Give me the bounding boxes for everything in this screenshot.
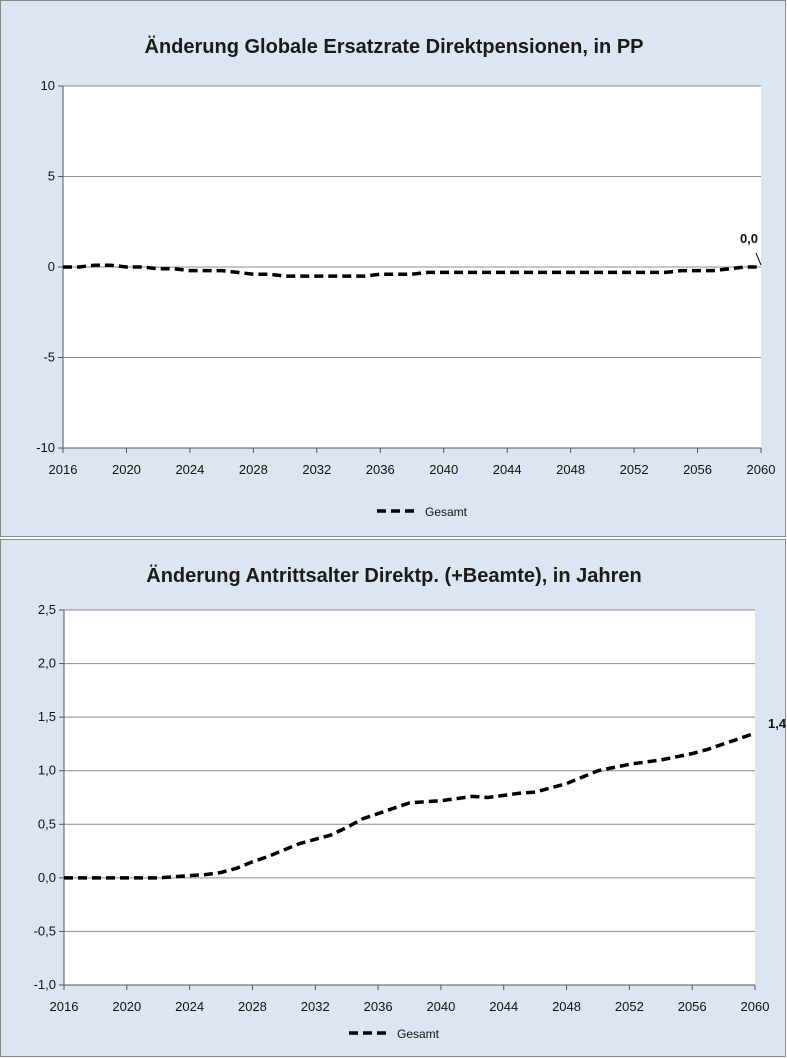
y-tick-label: 0,0: [38, 870, 56, 885]
x-tick-label: 2020: [112, 999, 141, 1014]
data-label-end: 1,4: [768, 716, 787, 731]
x-tick-label: 2044: [489, 999, 518, 1014]
x-tick-label: 2028: [238, 999, 267, 1014]
legend: Gesamt: [377, 505, 468, 519]
legend-label-gesamt: Gesamt: [425, 505, 468, 519]
x-tick-label: 2056: [683, 462, 712, 477]
x-tick-label: 2040: [429, 462, 458, 477]
x-tick-label: 2024: [175, 462, 204, 477]
chart-panel-retirement-age: Änderung Antrittsalter Direktp. (+Beamte…: [0, 539, 787, 1057]
x-tick-label: 2036: [364, 999, 393, 1014]
y-tick-label: 0,5: [38, 816, 56, 831]
series-line-gesamt: [64, 731, 756, 880]
chart-title: Änderung Antrittsalter Direktp. (+Beamte…: [146, 564, 641, 587]
x-tick-label: 2036: [366, 462, 395, 477]
x-tick-label: 2040: [426, 999, 455, 1014]
y-tick-label: -10: [36, 440, 55, 455]
x-tick-label: 2032: [302, 462, 331, 477]
x-tick-label: 2052: [615, 999, 644, 1014]
plot-area: 2,5 2,0 1,5 1,0 0,5 0,0 -0,5 -1,0 2016 2020 2024 20…: [34, 602, 787, 1014]
y-tick-label: 0: [48, 259, 55, 274]
chart-replacement-rate: Änderung Globale Ersatzrate Direktpensio…: [36, 35, 775, 519]
x-tick-label: 2052: [620, 462, 649, 477]
y-tick-label: 1,5: [38, 709, 56, 724]
y-tick-label: -1,0: [34, 977, 56, 992]
y-tick-label: 2,5: [38, 602, 56, 617]
x-tick-label: 2056: [678, 999, 707, 1014]
plot-area: 10 5 0 -5 -10 2016 2020 2024 2028 2032 2036 2040 204…: [36, 78, 775, 477]
x-tick-label: 2016: [49, 462, 78, 477]
y-tick-label: -5: [43, 350, 55, 365]
x-tick-label: 2048: [552, 999, 581, 1014]
annotation-leader: [755, 252, 762, 266]
x-tick-label: 2060: [747, 462, 776, 477]
legend-label-gesamt: Gesamt: [397, 1027, 440, 1041]
x-tick-label: 2024: [175, 999, 204, 1014]
chart-panel-replacement-rate: Änderung Globale Ersatzrate Direktpensio…: [0, 0, 786, 537]
plot-background: [64, 610, 755, 985]
x-tick-label: 2060: [741, 999, 770, 1014]
y-tick-label: 1,0: [38, 763, 56, 778]
x-tick-label: 2020: [112, 462, 141, 477]
y-tick-label: 5: [48, 169, 55, 184]
x-tick-label: 2016: [50, 999, 79, 1014]
x-tick-label: 2032: [301, 999, 330, 1014]
y-tick-label: -0,5: [34, 923, 56, 938]
x-tick-label: 2028: [239, 462, 268, 477]
chart-title: Änderung Globale Ersatzrate Direktpensio…: [145, 35, 644, 58]
data-label-end: 0,0: [740, 231, 758, 246]
legend: Gesamt: [349, 1027, 440, 1041]
x-tick-label: 2044: [493, 462, 522, 477]
series-line-gesamt: [63, 263, 761, 278]
chart-retirement-age: Änderung Antrittsalter Direktp. (+Beamte…: [34, 564, 787, 1041]
y-tick-label: 2,0: [38, 656, 56, 671]
x-tick-label: 2048: [556, 462, 585, 477]
y-tick-label: 10: [41, 78, 55, 93]
